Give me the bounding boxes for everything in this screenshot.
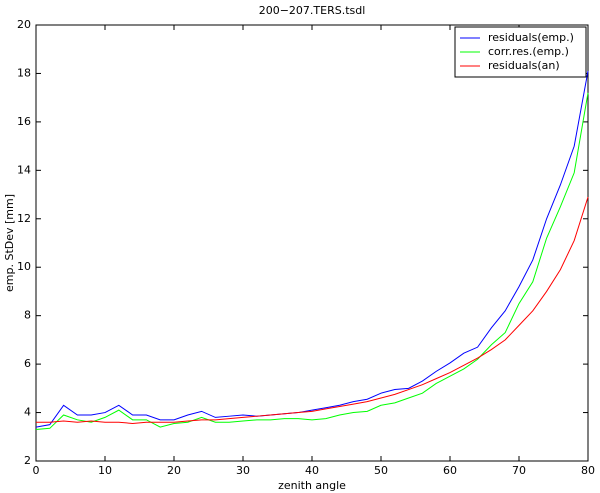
x-tick-label: 80 bbox=[581, 464, 595, 477]
chart-title: 200−207.TERS.tsdl bbox=[259, 4, 366, 17]
x-tick-label: 50 bbox=[374, 464, 388, 477]
y-tick-label: 4 bbox=[24, 406, 31, 419]
x-tick-label: 60 bbox=[443, 464, 457, 477]
y-tick-label: 12 bbox=[17, 212, 31, 225]
y-tick-label: 6 bbox=[24, 357, 31, 370]
x-tick-label: 20 bbox=[167, 464, 181, 477]
legend-label: residuals(emp.) bbox=[488, 31, 574, 44]
legend-label: corr.res.(emp.) bbox=[488, 45, 569, 58]
x-tick-label: 10 bbox=[98, 464, 112, 477]
series-line bbox=[36, 196, 589, 424]
x-tick-label: 30 bbox=[236, 464, 250, 477]
x-axis-label: zenith angle bbox=[278, 479, 346, 492]
series-line bbox=[35, 70, 589, 428]
y-tick-label: 10 bbox=[17, 260, 31, 273]
y-axis-label: emp. StDev [mm] bbox=[3, 194, 16, 292]
y-tick-label: 18 bbox=[17, 66, 31, 79]
x-tick-label: 40 bbox=[305, 464, 319, 477]
y-tick-label: 20 bbox=[17, 18, 31, 31]
y-tick-label: 16 bbox=[17, 115, 31, 128]
series-line bbox=[35, 92, 589, 431]
x-tick-label: 70 bbox=[512, 464, 526, 477]
legend-label: residuals(an) bbox=[488, 59, 560, 72]
y-tick-label: 8 bbox=[24, 309, 31, 322]
y-tick-label: 14 bbox=[17, 163, 31, 176]
x-tick-label: 0 bbox=[33, 464, 40, 477]
y-tick-label: 2 bbox=[24, 454, 31, 467]
